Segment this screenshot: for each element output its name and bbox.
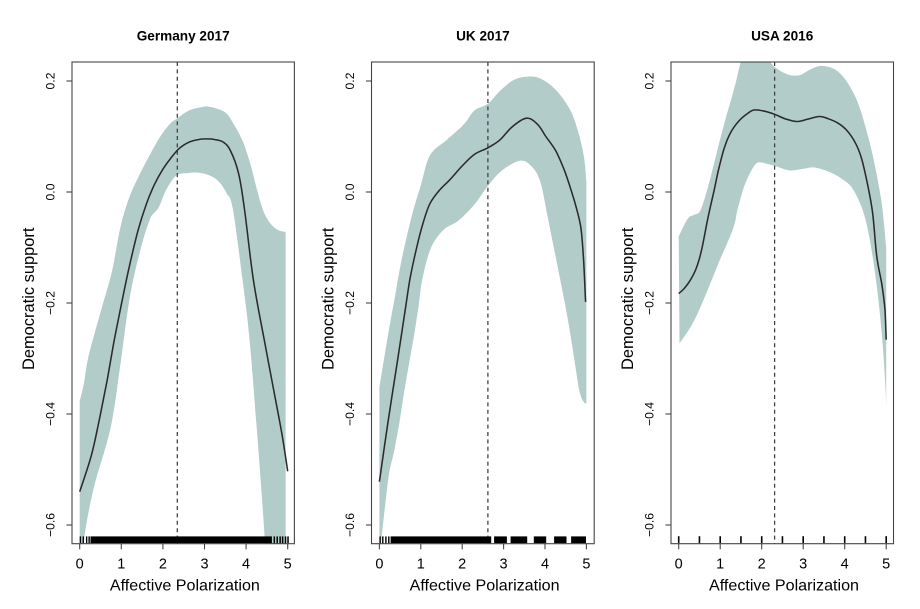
svg-text:−0.4: −0.4 bbox=[44, 402, 58, 426]
svg-text:3: 3 bbox=[500, 556, 508, 572]
svg-text:1: 1 bbox=[117, 556, 125, 572]
svg-text:−0.6: −0.6 bbox=[44, 513, 58, 537]
svg-text:4: 4 bbox=[841, 556, 849, 572]
svg-text:1: 1 bbox=[417, 556, 425, 572]
svg-text:2: 2 bbox=[458, 556, 466, 572]
svg-text:2: 2 bbox=[758, 556, 766, 572]
svg-text:0.0: 0.0 bbox=[44, 183, 58, 200]
svg-text:2: 2 bbox=[159, 556, 167, 572]
svg-text:−0.6: −0.6 bbox=[343, 513, 357, 537]
svg-text:0.0: 0.0 bbox=[343, 183, 357, 200]
svg-text:−0.4: −0.4 bbox=[343, 402, 357, 426]
svg-text:−0.6: −0.6 bbox=[643, 513, 657, 537]
svg-text:Democratic support: Democratic support bbox=[20, 227, 38, 370]
svg-text:4: 4 bbox=[541, 556, 549, 572]
svg-text:5: 5 bbox=[284, 556, 292, 572]
svg-text:0.2: 0.2 bbox=[643, 72, 657, 89]
svg-text:Democratic support: Democratic support bbox=[320, 227, 338, 370]
svg-text:USA 2016: USA 2016 bbox=[751, 29, 814, 44]
svg-text:0.0: 0.0 bbox=[643, 183, 657, 200]
svg-text:−0.2: −0.2 bbox=[343, 291, 357, 315]
svg-text:Democratic support: Democratic support bbox=[619, 227, 637, 370]
svg-text:4: 4 bbox=[242, 556, 250, 572]
svg-text:Affective Polarization: Affective Polarization bbox=[709, 576, 859, 594]
svg-text:3: 3 bbox=[200, 556, 208, 572]
svg-text:UK 2017: UK 2017 bbox=[456, 29, 510, 44]
svg-text:5: 5 bbox=[882, 556, 890, 572]
svg-text:0: 0 bbox=[375, 556, 383, 572]
svg-text:3: 3 bbox=[799, 556, 807, 572]
svg-text:−0.2: −0.2 bbox=[44, 291, 58, 315]
svg-text:−0.4: −0.4 bbox=[643, 402, 657, 426]
svg-text:0: 0 bbox=[675, 556, 683, 572]
svg-text:1: 1 bbox=[716, 556, 724, 572]
svg-text:0: 0 bbox=[76, 556, 84, 572]
svg-text:0.2: 0.2 bbox=[343, 72, 357, 89]
svg-text:5: 5 bbox=[582, 556, 590, 572]
svg-text:0.2: 0.2 bbox=[44, 72, 58, 89]
svg-text:Affective Polarization: Affective Polarization bbox=[410, 576, 560, 594]
svg-text:Germany 2017: Germany 2017 bbox=[137, 29, 230, 44]
svg-text:−0.2: −0.2 bbox=[643, 291, 657, 315]
svg-text:Affective Polarization: Affective Polarization bbox=[110, 576, 260, 594]
